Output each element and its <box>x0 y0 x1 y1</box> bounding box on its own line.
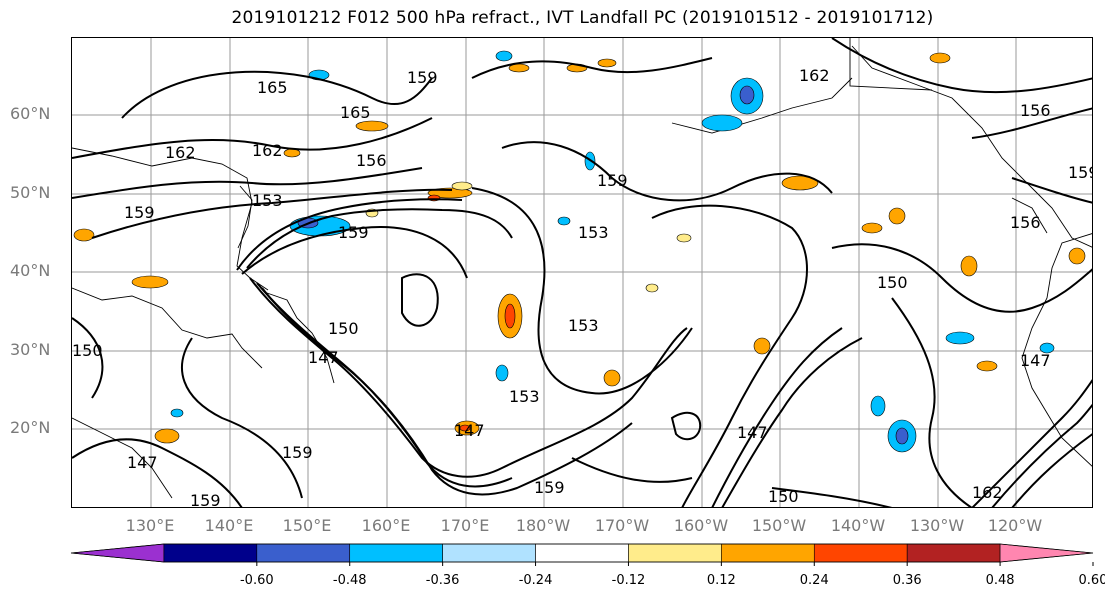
lat-label-30n: 30°N <box>10 340 51 359</box>
height-contours <box>72 38 1092 507</box>
colorbar-extend-low <box>70 543 165 563</box>
contour-label: 150 <box>877 273 908 292</box>
page-title: 2019101212 F012 500 hPa refract., IVT La… <box>231 8 934 28</box>
contour-label: 153 <box>252 191 283 210</box>
lon-label-160w: 160°W <box>673 516 729 535</box>
lon-label-140w: 140°W <box>830 516 886 535</box>
map-panel[interactable]: 165 165 162 162 159 159 156 153 150 147 … <box>71 37 1093 508</box>
contour-label: 147 <box>127 453 158 472</box>
colorbar-tick-label: 0.60 <box>1078 573 1105 588</box>
colorbar-segment <box>349 543 443 563</box>
colorbar-extend-high <box>999 543 1094 563</box>
contour-label: 162 <box>165 143 196 162</box>
colorbar-tick-label: 0.24 <box>799 573 829 588</box>
anomaly-shading <box>73 50 1086 453</box>
colorbar-segment <box>256 543 351 563</box>
contour-label: 165 <box>340 103 371 122</box>
lon-label-160e: 160°E <box>361 516 411 535</box>
contour-label: 159 <box>1068 163 1093 182</box>
colorbar-tick-label: -0.48 <box>332 573 367 588</box>
lon-label-180w: 180°W <box>515 516 571 535</box>
colorbar-segment <box>442 543 536 563</box>
lon-label-170e: 170°E <box>440 516 490 535</box>
lon-label-170w: 170°W <box>594 516 650 535</box>
contour-label: 147 <box>737 423 768 442</box>
lat-label-20n: 20°N <box>10 418 51 437</box>
map-plot: 165 165 162 162 159 159 156 153 150 147 … <box>72 38 1093 508</box>
contour-label: 159 <box>338 223 369 242</box>
lon-label-150w: 150°W <box>751 516 807 535</box>
colorbar-tick-label: 0.48 <box>985 573 1015 588</box>
contour-labels: 165 165 162 162 159 159 156 153 150 147 … <box>72 66 1093 508</box>
contour-label: 156 <box>356 151 387 170</box>
lat-label-40n: 40°N <box>10 261 51 280</box>
contour-label: 150 <box>72 341 103 360</box>
contour-label: 156 <box>1020 101 1051 120</box>
contour-label: 153 <box>568 316 599 335</box>
contour-label: 150 <box>328 319 359 338</box>
colorbar-tick-label: -0.12 <box>611 573 646 588</box>
lat-label-50n: 50°N <box>10 183 51 202</box>
colorbar-segment <box>721 543 815 563</box>
colorbar-tick-label: -0.60 <box>239 573 274 588</box>
lon-label-130e: 130°E <box>125 516 175 535</box>
contour-label: 159 <box>190 491 221 508</box>
contour-label: 153 <box>509 387 540 406</box>
contour-label: 147 <box>454 421 485 440</box>
lon-label-140e: 140°E <box>204 516 254 535</box>
contour-label: 153 <box>578 223 609 242</box>
colorbar-segment <box>163 543 258 563</box>
contour-label: 159 <box>282 443 313 462</box>
contour-label: 156 <box>1010 213 1041 232</box>
contour-label: 147 <box>1020 351 1051 370</box>
colorbar-tick-label: 0.36 <box>892 573 922 588</box>
colorbar-tick-label: -0.24 <box>518 573 553 588</box>
contour-label: 147 <box>308 348 339 367</box>
lon-label-130w: 130°W <box>909 516 965 535</box>
contour-label: 150 <box>768 487 799 506</box>
contour-label: 162 <box>972 483 1003 502</box>
lon-label-150e: 150°E <box>282 516 332 535</box>
contour-label: 159 <box>534 478 565 497</box>
colorbar-tick-label: 0.12 <box>706 573 736 588</box>
coastlines <box>72 38 1092 499</box>
colorbar-segment <box>906 543 1001 563</box>
colorbar-segment <box>813 543 908 563</box>
graticule <box>72 38 1092 507</box>
colorbar-outline <box>70 543 1094 563</box>
colorbar-segment <box>628 543 722 563</box>
contour-label: 159 <box>124 203 155 222</box>
colorbar-tick-label: -0.36 <box>425 573 460 588</box>
colorbar-segment <box>535 543 629 563</box>
lon-label-120w: 120°W <box>987 516 1043 535</box>
contour-label: 159 <box>407 68 438 87</box>
contour-label: 162 <box>252 141 283 160</box>
contour-label: 165 <box>257 78 288 97</box>
lat-label-60n: 60°N <box>10 104 51 123</box>
contour-label: 162 <box>799 66 830 85</box>
contour-label: 159 <box>597 171 628 190</box>
